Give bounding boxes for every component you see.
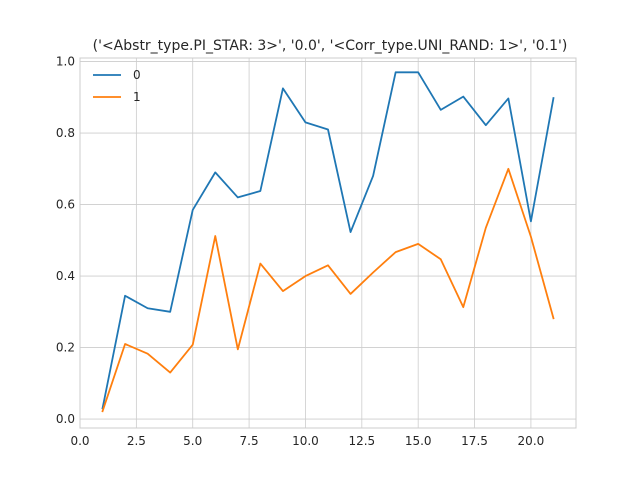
chart-title: ('<Abstr_type.PI_STAR: 3>', '0.0', '<Cor… bbox=[93, 38, 568, 54]
y-tick-label: 1.0 bbox=[56, 55, 75, 69]
legend-label-1: 1 bbox=[133, 90, 141, 104]
series-line-0 bbox=[101, 71, 555, 410]
plot-area bbox=[79, 57, 577, 429]
x-tick-label: 10.0 bbox=[292, 434, 319, 448]
legend: 01 bbox=[93, 68, 141, 104]
y-tick-label: 0.0 bbox=[56, 412, 75, 426]
series-lines bbox=[101, 71, 555, 413]
x-tick-label: 17.5 bbox=[461, 434, 488, 448]
x-axis-tick-labels: 0.0 2.5 5.0 7.5 10.0 12.5 15.0 17.5 20.0 bbox=[70, 434, 544, 448]
y-axis-tick-labels: 0.0 0.2 0.4 0.6 0.8 1.0 bbox=[56, 55, 75, 426]
series-line-1 bbox=[101, 167, 555, 413]
x-tick-label: 0.0 bbox=[70, 434, 89, 448]
x-tick-label: 2.5 bbox=[127, 434, 146, 448]
x-tick-label: 7.5 bbox=[240, 434, 259, 448]
y-tick-label: 0.4 bbox=[56, 269, 75, 283]
x-gridlines bbox=[79, 58, 532, 428]
x-tick-label: 5.0 bbox=[183, 434, 202, 448]
y-tick-label: 0.8 bbox=[56, 126, 75, 140]
y-tick-label: 0.2 bbox=[56, 341, 75, 355]
legend-label-0: 0 bbox=[133, 68, 141, 82]
x-tick-label: 20.0 bbox=[518, 434, 545, 448]
y-tick-label: 0.6 bbox=[56, 198, 75, 212]
x-tick-label: 12.5 bbox=[348, 434, 375, 448]
x-tick-label: 15.0 bbox=[405, 434, 432, 448]
